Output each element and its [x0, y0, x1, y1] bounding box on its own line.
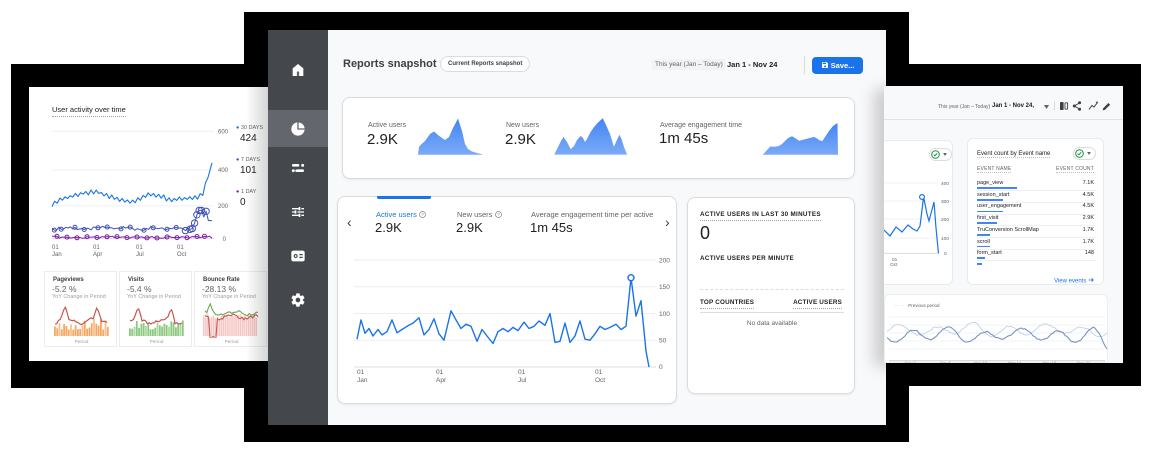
svg-text:Oct: Oct	[177, 252, 187, 258]
svg-text:400: 400	[218, 168, 229, 174]
svg-text:300: 300	[941, 199, 949, 205]
svg-text:Nov 14: Nov 14	[1008, 361, 1022, 364]
svg-text:Oct: Oct	[595, 377, 605, 384]
svg-text:200: 200	[941, 217, 949, 223]
svg-text:01: 01	[595, 369, 603, 376]
svg-text:Nov 22: Nov 22	[1077, 361, 1091, 364]
svg-text:100: 100	[659, 311, 670, 318]
svg-text:400: 400	[941, 181, 949, 187]
svg-text:?: ?	[497, 212, 500, 217]
svg-text:01: 01	[136, 245, 143, 251]
svg-text:Nov 18: Nov 18	[1043, 361, 1057, 364]
svg-text:01: 01	[177, 245, 184, 251]
svg-text:Nov 6: Nov 6	[940, 361, 952, 364]
svg-text:200: 200	[659, 258, 670, 265]
svg-text:Jul: Jul	[518, 377, 527, 384]
svg-text:100: 100	[941, 236, 949, 242]
svg-text:01: 01	[93, 245, 100, 251]
svg-text:01: 01	[52, 245, 59, 251]
svg-text:01: 01	[357, 369, 365, 376]
svg-text:Jan: Jan	[52, 252, 62, 258]
svg-text:01: 01	[518, 369, 526, 376]
svg-text:200: 200	[218, 204, 229, 210]
svg-text:Nov 10: Nov 10	[974, 361, 988, 364]
svg-text:50: 50	[659, 338, 667, 345]
svg-text:0: 0	[944, 251, 947, 257]
svg-text:01: 01	[436, 369, 444, 376]
svg-text:Apr: Apr	[93, 252, 102, 258]
svg-text:600: 600	[218, 130, 229, 136]
svg-text:Nov 2: Nov 2	[905, 361, 917, 364]
svg-text:0: 0	[659, 364, 663, 371]
svg-text:Jul: Jul	[136, 252, 144, 258]
svg-text:0: 0	[223, 237, 227, 243]
svg-text:Jan: Jan	[357, 377, 368, 384]
svg-text:Apr: Apr	[436, 377, 447, 384]
svg-text:Oct: Oct	[890, 262, 898, 267]
svg-text:01: 01	[892, 257, 898, 263]
svg-text:?: ?	[421, 212, 424, 217]
svg-text:150: 150	[659, 284, 670, 291]
